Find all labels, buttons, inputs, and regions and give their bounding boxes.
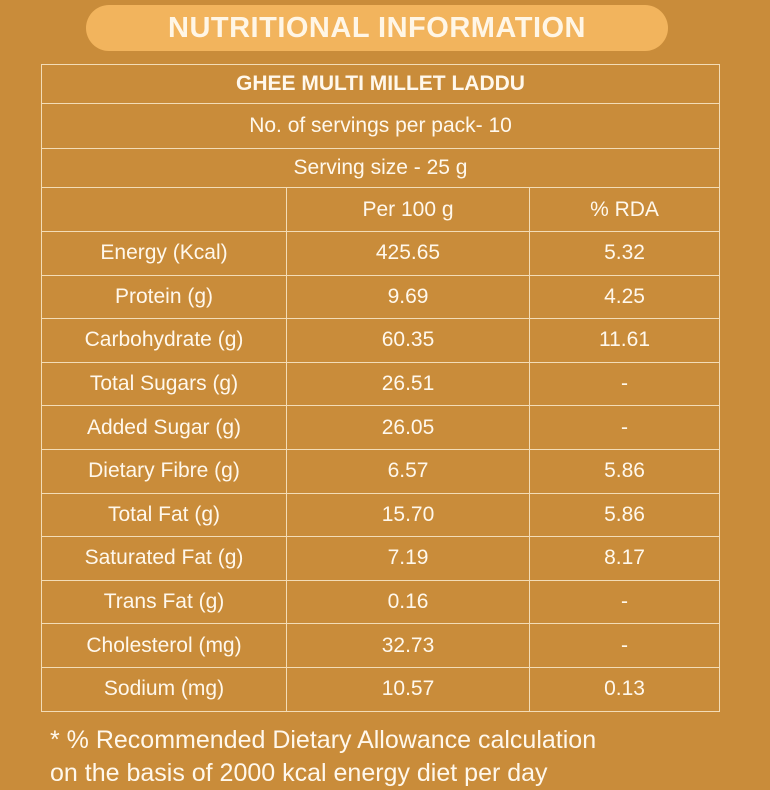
- table-row: Protein (g) 9.69 4.25: [41, 274, 720, 320]
- serving-size: Serving size - 25 g: [41, 148, 720, 188]
- header-per-100g: Per 100 g: [286, 187, 530, 232]
- rda-value: -: [529, 361, 720, 407]
- rda-value: -: [529, 405, 720, 450]
- per-100g-value: 425.65: [286, 231, 530, 276]
- per-100g-value: 32.73: [286, 623, 530, 668]
- table-row: Saturated Fat (g) 7.19 8.17: [41, 536, 720, 581]
- nutrient-name: Carbohydrate (g): [41, 318, 287, 363]
- rda-value: 5.86: [529, 448, 720, 494]
- per-100g-value: 26.05: [286, 405, 530, 450]
- nutrient-name: Cholesterol (mg): [41, 623, 287, 668]
- nutrient-name: Total Fat (g): [41, 492, 287, 538]
- nutrient-name: Energy (Kcal): [41, 231, 287, 276]
- nutrient-name: Total Sugars (g): [41, 361, 287, 407]
- rda-value: 0.13: [529, 666, 720, 712]
- rda-value: -: [529, 579, 720, 625]
- per-100g-value: 10.57: [286, 666, 530, 712]
- header-rda: % RDA: [529, 187, 720, 232]
- footnote-line-2: on the basis of 2000 kcal energy diet pe…: [50, 759, 548, 787]
- nutrient-name: Added Sugar (g): [41, 405, 287, 450]
- product-name: GHEE MULTI MILLET LADDU: [41, 64, 720, 104]
- table-row: Cholesterol (mg) 32.73 -: [41, 623, 720, 668]
- nutrient-name: Protein (g): [41, 274, 287, 320]
- rda-value: 4.25: [529, 274, 720, 320]
- per-100g-value: 0.16: [286, 579, 530, 625]
- per-100g-value: 26.51: [286, 361, 530, 407]
- per-100g-value: 6.57: [286, 448, 530, 494]
- servings-per-pack: No. of servings per pack- 10: [41, 103, 720, 149]
- table-row: Energy (Kcal) 425.65 5.32: [41, 231, 720, 276]
- table-row: Total Sugars (g) 26.51 -: [41, 361, 720, 407]
- footnote-line-1: * % Recommended Dietary Allowance calcul…: [50, 726, 597, 754]
- table-row: Sodium (mg) 10.57 0.13: [41, 666, 720, 712]
- servings-row: No. of servings per pack- 10: [41, 103, 720, 149]
- rda-value: 5.32: [529, 231, 720, 276]
- table-header-row: Per 100 g % RDA: [41, 187, 720, 232]
- per-100g-value: 15.70: [286, 492, 530, 538]
- table-row: Dietary Fibre (g) 6.57 5.86: [41, 448, 720, 494]
- per-100g-value: 60.35: [286, 318, 530, 363]
- table-row: Total Fat (g) 15.70 5.86: [41, 492, 720, 538]
- table-row: Trans Fat (g) 0.16 -: [41, 579, 720, 625]
- header-blank-cell: [41, 187, 287, 232]
- table-row: Carbohydrate (g) 60.35 11.61: [41, 318, 720, 363]
- rda-footnote: * % Recommended Dietary Allowance calcul…: [50, 724, 740, 790]
- nutrient-name: Saturated Fat (g): [41, 536, 287, 581]
- per-100g-value: 7.19: [286, 536, 530, 581]
- serving-size-row: Serving size - 25 g: [41, 148, 720, 188]
- nutrient-name: Sodium (mg): [41, 666, 287, 712]
- nutrient-name: Dietary Fibre (g): [41, 448, 287, 494]
- rda-value: 8.17: [529, 536, 720, 581]
- product-name-row: GHEE MULTI MILLET LADDU: [41, 64, 720, 104]
- nutrient-name: Trans Fat (g): [41, 579, 287, 625]
- table-row: Added Sugar (g) 26.05 -: [41, 405, 720, 450]
- title-banner: NUTRITIONAL INFORMATION: [86, 5, 668, 51]
- per-100g-value: 9.69: [286, 274, 530, 320]
- rda-value: 5.86: [529, 492, 720, 538]
- rda-value: 11.61: [529, 318, 720, 363]
- nutrition-table: GHEE MULTI MILLET LADDU No. of servings …: [41, 64, 720, 712]
- page-title: NUTRITIONAL INFORMATION: [168, 11, 586, 44]
- rda-value: -: [529, 623, 720, 668]
